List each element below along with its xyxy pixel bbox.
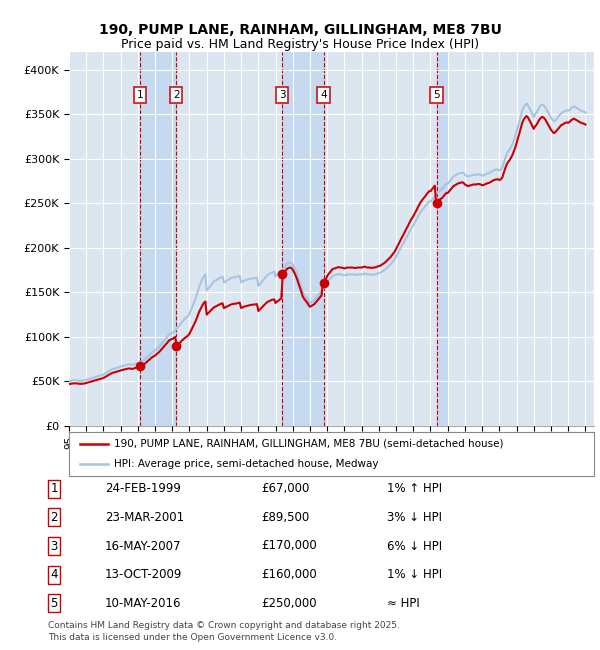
Text: 10-MAY-2016: 10-MAY-2016	[105, 597, 182, 610]
Text: 1: 1	[137, 90, 143, 100]
Text: 2: 2	[50, 511, 58, 524]
Text: 190, PUMP LANE, RAINHAM, GILLINGHAM, ME8 7BU (semi-detached house): 190, PUMP LANE, RAINHAM, GILLINGHAM, ME8…	[113, 439, 503, 448]
Text: Price paid vs. HM Land Registry's House Price Index (HPI): Price paid vs. HM Land Registry's House …	[121, 38, 479, 51]
Text: 2: 2	[173, 90, 179, 100]
Text: 4: 4	[50, 568, 58, 581]
Bar	[140, 52, 176, 426]
Text: ≈ HPI: ≈ HPI	[387, 597, 420, 610]
Text: 24-FEB-1999: 24-FEB-1999	[105, 482, 181, 495]
Text: 1% ↑ HPI: 1% ↑ HPI	[387, 482, 442, 495]
Text: £67,000: £67,000	[261, 482, 310, 495]
Text: 4: 4	[320, 90, 327, 100]
Text: 3% ↓ HPI: 3% ↓ HPI	[387, 511, 442, 524]
Text: 190, PUMP LANE, RAINHAM, GILLINGHAM, ME8 7BU: 190, PUMP LANE, RAINHAM, GILLINGHAM, ME8…	[98, 23, 502, 37]
Bar	[437, 52, 447, 426]
Bar	[282, 52, 323, 426]
Point	[319, 278, 328, 289]
Text: 16-MAY-2007: 16-MAY-2007	[105, 540, 182, 552]
Text: 13-OCT-2009: 13-OCT-2009	[105, 568, 182, 581]
Text: 1% ↓ HPI: 1% ↓ HPI	[387, 568, 442, 581]
Text: 6% ↓ HPI: 6% ↓ HPI	[387, 540, 442, 552]
Text: £250,000: £250,000	[261, 597, 317, 610]
Point	[277, 269, 287, 280]
Text: 1: 1	[50, 482, 58, 495]
Text: 5: 5	[50, 597, 58, 610]
Text: 23-MAR-2001: 23-MAR-2001	[105, 511, 184, 524]
Text: 3: 3	[50, 540, 58, 552]
Point	[432, 198, 442, 209]
Text: £89,500: £89,500	[261, 511, 309, 524]
Text: 5: 5	[433, 90, 440, 100]
Point	[136, 361, 145, 371]
Text: Contains HM Land Registry data © Crown copyright and database right 2025.
This d: Contains HM Land Registry data © Crown c…	[48, 621, 400, 642]
Text: HPI: Average price, semi-detached house, Medway: HPI: Average price, semi-detached house,…	[113, 459, 378, 469]
Text: £160,000: £160,000	[261, 568, 317, 581]
Point	[172, 341, 181, 351]
Text: 3: 3	[279, 90, 286, 100]
Text: £170,000: £170,000	[261, 540, 317, 552]
